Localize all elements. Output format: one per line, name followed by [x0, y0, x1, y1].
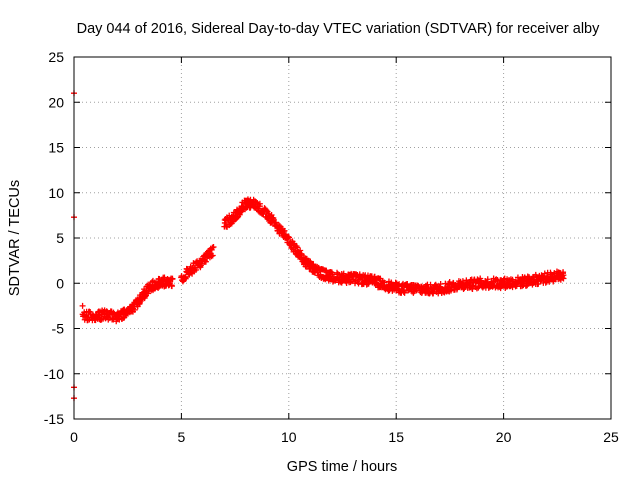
- y-tick-label: -15: [44, 411, 64, 427]
- data-point: [168, 283, 175, 290]
- data-point: [237, 209, 244, 216]
- x-tick-label: 20: [496, 429, 512, 445]
- y-axis-label: SDTVAR / TECUs: [7, 180, 23, 296]
- x-tick-label: 0: [70, 429, 78, 445]
- axis-ticks: 0 5 10 15 20 25 -15 -10 -5 0 5 10 15 20 25: [44, 49, 619, 445]
- y-tick-label: 20: [48, 94, 64, 110]
- data-point: [155, 284, 162, 291]
- data-point: [256, 203, 263, 210]
- data-point: [541, 270, 548, 277]
- data-point: [87, 310, 94, 317]
- y-tick-label: 10: [48, 185, 64, 201]
- data-point: [459, 278, 466, 285]
- data-point: [131, 306, 138, 313]
- data-point: [356, 271, 363, 278]
- data-point: [192, 266, 199, 273]
- y-tick-label: 15: [48, 140, 64, 156]
- x-tick-label: 15: [388, 429, 404, 445]
- data-point: [209, 252, 216, 259]
- y-tick-label: -5: [52, 321, 65, 337]
- data-point: [310, 261, 317, 268]
- data-point: [169, 276, 176, 283]
- outlier-point: [79, 302, 86, 309]
- data-point: [121, 314, 128, 321]
- x-tick-label: 5: [178, 429, 186, 445]
- data-point: [427, 281, 434, 288]
- y-tick-label: 5: [56, 230, 64, 246]
- data-point: [297, 247, 304, 254]
- plot-border: [73, 56, 612, 420]
- data-point: [208, 253, 215, 260]
- data-point: [286, 234, 293, 241]
- data-point: [272, 219, 279, 226]
- data-point: [400, 289, 407, 296]
- data-point: [202, 258, 209, 265]
- x-tick-label: 10: [281, 429, 297, 445]
- y-tick-label: -10: [44, 366, 64, 382]
- data-points: [71, 90, 567, 402]
- data-point: [210, 244, 217, 251]
- y-tick-label: 25: [48, 49, 64, 65]
- data-point: [198, 260, 205, 267]
- data-point: [560, 275, 567, 282]
- data-point: [401, 289, 408, 296]
- data-point: [182, 275, 189, 282]
- gridlines: [74, 57, 611, 419]
- data-point: [560, 269, 567, 276]
- x-axis-label: GPS time / hours: [287, 459, 397, 475]
- data-point: [381, 279, 388, 286]
- data-point: [229, 218, 236, 225]
- x-tick-label: 25: [603, 429, 619, 445]
- data-point: [145, 290, 152, 297]
- chart-title: Day 044 of 2016, Sidereal Day-to-day VTE…: [77, 21, 601, 37]
- data-point: [263, 207, 270, 214]
- y-tick-label: 0: [56, 275, 64, 291]
- data-point: [340, 270, 347, 277]
